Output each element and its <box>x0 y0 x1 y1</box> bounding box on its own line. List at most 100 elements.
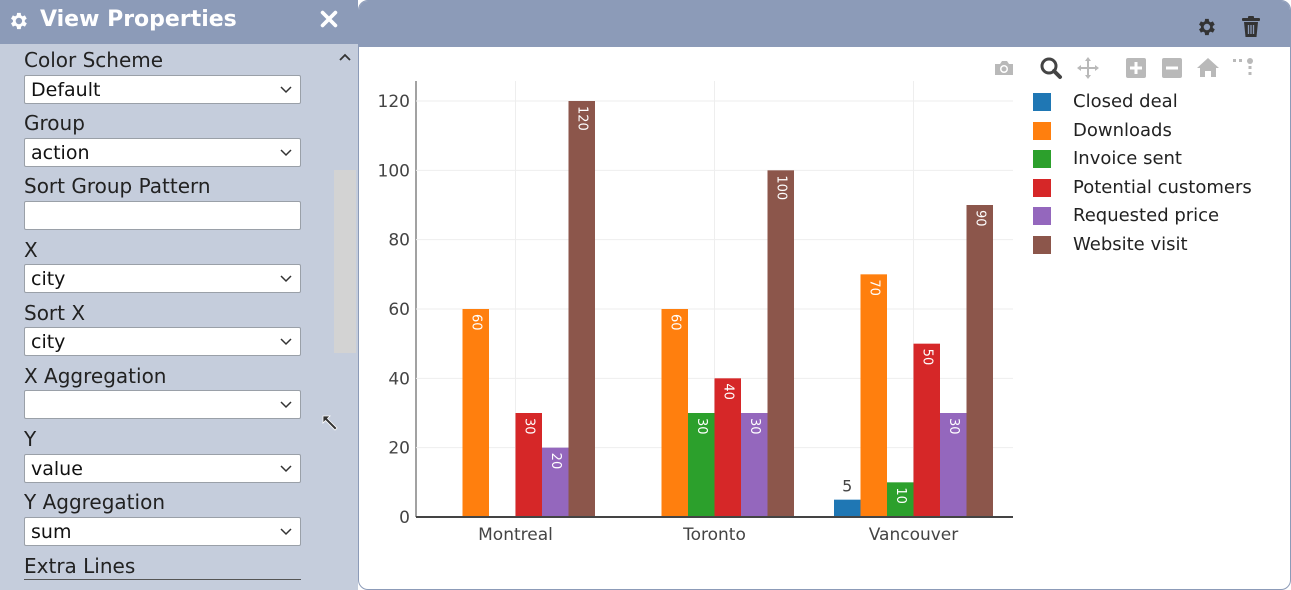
legend-label: Potential customers <box>1073 176 1252 198</box>
legend-swatch <box>1033 207 1051 225</box>
y-tick-label: 0 <box>399 508 410 528</box>
bar-value-label: 5 <box>842 477 852 496</box>
trash-icon[interactable] <box>1241 16 1261 38</box>
chevron-down-icon <box>280 149 292 157</box>
bar-value-label: 30 <box>747 418 762 435</box>
bar-value-label: 60 <box>468 314 483 331</box>
bar-value-label: 60 <box>667 314 682 331</box>
x-tick-label: Montreal <box>478 525 553 545</box>
y-value: value <box>31 458 83 480</box>
pan-icon[interactable] <box>1075 55 1101 81</box>
zoom-in-icon[interactable] <box>1123 55 1149 81</box>
y-tick-label: 60 <box>388 300 410 320</box>
y-aggregation-value: sum <box>31 521 72 543</box>
bar <box>860 274 887 517</box>
color-scheme-label: Color Scheme <box>24 48 164 72</box>
x-tick-label: Toronto <box>682 525 746 545</box>
bar <box>515 413 542 517</box>
extra-lines-label: Extra Lines <box>24 554 136 578</box>
bar <box>767 170 794 517</box>
bar <box>462 309 489 517</box>
x-select[interactable]: city <box>24 264 301 293</box>
bar-value-label: 70 <box>866 279 881 296</box>
color-scheme-select[interactable]: Default <box>24 75 301 104</box>
bar-value-label: 100 <box>773 175 788 200</box>
close-icon[interactable] <box>318 8 340 30</box>
y-tick-label: 80 <box>388 231 410 251</box>
group-select[interactable]: action <box>24 138 301 167</box>
y-select[interactable]: value <box>24 454 301 483</box>
bar <box>834 499 861 517</box>
bar-value-label: 10 <box>893 487 908 504</box>
y-label: Y <box>24 427 37 451</box>
spikelines-icon[interactable] <box>1231 55 1257 81</box>
zoom-icon[interactable] <box>1038 55 1064 81</box>
y-aggregation-label: Y Aggregation <box>24 490 165 514</box>
gear-icon[interactable] <box>1195 16 1217 38</box>
panel-header: View Properties <box>0 0 358 44</box>
legend-swatch <box>1033 235 1051 254</box>
y-aggregation-select[interactable]: sum <box>24 517 301 546</box>
bar-value-label: 50 <box>919 349 934 366</box>
chevron-down-icon <box>280 528 292 536</box>
x-aggregation-label: X Aggregation <box>24 364 167 388</box>
y-tick-label: 40 <box>388 369 410 389</box>
bar-value-label: 40 <box>720 383 735 400</box>
chevron-down-icon <box>280 338 292 346</box>
legend-label: Invoice sent <box>1073 148 1182 169</box>
chevron-down-icon <box>280 465 292 473</box>
scrollbar-thumb[interactable] <box>334 170 356 353</box>
sort-x-value: city <box>31 331 66 353</box>
bar <box>741 413 768 517</box>
bar <box>661 309 688 517</box>
resize-cursor-icon <box>322 415 338 431</box>
divider <box>24 579 301 580</box>
chevron-down-icon <box>280 401 292 409</box>
chart-panel: 0 20 40 60 80 100 120 Montreal Toronto Vancouver 6… <box>358 0 1291 590</box>
sort-x-label: Sort X <box>24 301 86 325</box>
bar-value-label: 30 <box>694 418 709 435</box>
x-aggregation-select[interactable] <box>24 390 301 419</box>
y-tick-label: 100 <box>378 161 410 181</box>
sort-group-pattern-input[interactable] <box>24 201 301 230</box>
bar <box>887 482 914 517</box>
legend-label: Closed deal <box>1073 91 1178 112</box>
bar-value-label: 30 <box>521 418 536 435</box>
legend-swatch <box>1033 121 1051 140</box>
bar-chart: 0 20 40 60 80 100 120 Montreal Toronto Vancouver 6… <box>378 81 1013 545</box>
x-label: X <box>24 238 38 262</box>
chevron-down-icon <box>280 86 292 94</box>
x-value: city <box>31 268 66 290</box>
legend-label: Downloads <box>1073 119 1172 141</box>
scrollbar[interactable] <box>332 44 358 590</box>
group-value: action <box>31 142 90 164</box>
bar <box>714 378 741 517</box>
zoom-out-icon[interactable] <box>1159 55 1185 81</box>
x-tick-label: Vancouver <box>869 525 959 545</box>
sort-x-select[interactable]: city <box>24 327 301 356</box>
y-tick-label: 120 <box>378 92 410 112</box>
bar <box>542 447 569 517</box>
home-icon[interactable] <box>1195 55 1221 81</box>
chart-panel-header <box>359 1 1290 47</box>
color-scheme-value: Default <box>31 79 101 101</box>
panel-title: View Properties <box>40 7 237 32</box>
sort-group-pattern-label: Sort Group Pattern <box>24 174 211 198</box>
bar-value-label: 90 <box>972 210 987 227</box>
bar-value-label: 30 <box>946 418 961 435</box>
bar <box>966 205 993 517</box>
legend-swatch <box>1033 93 1051 111</box>
legend-swatch <box>1033 150 1051 168</box>
legend-label: Website visit <box>1073 233 1188 255</box>
view-properties-panel: View Properties Color Scheme Default Gro… <box>0 0 358 590</box>
bar <box>568 101 595 517</box>
chevron-up-icon[interactable] <box>338 52 352 62</box>
group-label: Group <box>24 111 85 135</box>
bar <box>913 343 940 517</box>
bar-value-label: 120 <box>574 106 589 131</box>
camera-icon[interactable] <box>991 55 1017 81</box>
y-tick-label: 20 <box>388 439 410 459</box>
chevron-down-icon <box>280 275 292 283</box>
bar <box>688 413 715 517</box>
properties-list: Color Scheme Default Group action Sort G… <box>0 44 332 590</box>
